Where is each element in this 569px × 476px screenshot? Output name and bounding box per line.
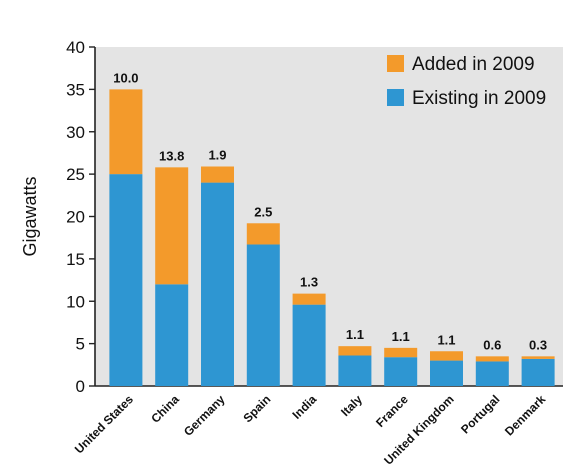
x-tick-label: Spain bbox=[240, 392, 273, 425]
data-label: 13.8 bbox=[159, 148, 184, 163]
y-tick-label: 25 bbox=[66, 165, 85, 184]
data-label: 1.3 bbox=[300, 275, 318, 290]
data-label: 10.0 bbox=[113, 70, 138, 85]
data-label: 1.1 bbox=[437, 332, 455, 347]
bar-existing bbox=[109, 174, 143, 386]
bar-existing bbox=[246, 244, 280, 386]
data-label: 1.1 bbox=[346, 327, 364, 342]
x-tick-label: China bbox=[148, 392, 182, 426]
legend-swatch bbox=[387, 55, 404, 72]
legend-label: Existing in 2009 bbox=[412, 88, 546, 109]
y-axis-label: Gigawatts bbox=[20, 176, 40, 256]
bar-existing bbox=[521, 358, 555, 386]
bar-existing bbox=[292, 304, 326, 386]
x-tick-label: Italy bbox=[338, 392, 365, 419]
legend-swatch bbox=[387, 89, 404, 106]
legend-label: Added in 2009 bbox=[412, 54, 535, 75]
bar-added bbox=[384, 347, 418, 358]
data-label: 2.5 bbox=[254, 204, 272, 219]
x-tick-label: Portugal bbox=[458, 392, 502, 436]
data-label: 1.9 bbox=[208, 147, 226, 162]
bar-added bbox=[109, 89, 143, 175]
bar-added bbox=[430, 351, 463, 361]
x-tick-label: Denmark bbox=[502, 392, 548, 438]
bars bbox=[109, 89, 555, 386]
bar-added bbox=[521, 356, 555, 359]
bar-existing bbox=[430, 360, 463, 386]
data-label: 0.3 bbox=[529, 337, 547, 352]
y-tick-label: 15 bbox=[66, 250, 85, 269]
y-tick-label: 0 bbox=[76, 377, 85, 396]
bar-existing bbox=[155, 284, 189, 386]
x-tick-label: United States bbox=[72, 392, 136, 456]
bar-added bbox=[292, 293, 326, 305]
bar-existing bbox=[384, 357, 418, 386]
y-tick-label: 5 bbox=[76, 335, 85, 354]
bar-existing bbox=[338, 355, 372, 386]
bar-added bbox=[338, 346, 372, 356]
bar-added bbox=[246, 223, 280, 245]
y-tick-label: 30 bbox=[66, 123, 85, 142]
data-label: 0.6 bbox=[483, 337, 501, 352]
y-tick-label: 40 bbox=[66, 38, 85, 57]
bar-added bbox=[155, 167, 189, 285]
y-tick-label: 35 bbox=[66, 80, 85, 99]
y-tick-label: 10 bbox=[66, 292, 85, 311]
data-label: 1.1 bbox=[392, 329, 410, 344]
x-tick-label: Germany bbox=[181, 392, 228, 439]
bar-existing bbox=[475, 361, 509, 386]
x-tick-label: France bbox=[373, 392, 411, 430]
bar-existing bbox=[201, 182, 234, 386]
legend: Added in 2009 Existing in 2009 bbox=[387, 54, 546, 109]
bar-added bbox=[201, 166, 234, 183]
bar-added bbox=[475, 356, 509, 362]
y-tick-label: 20 bbox=[66, 208, 85, 227]
x-tick-label: India bbox=[290, 392, 320, 422]
